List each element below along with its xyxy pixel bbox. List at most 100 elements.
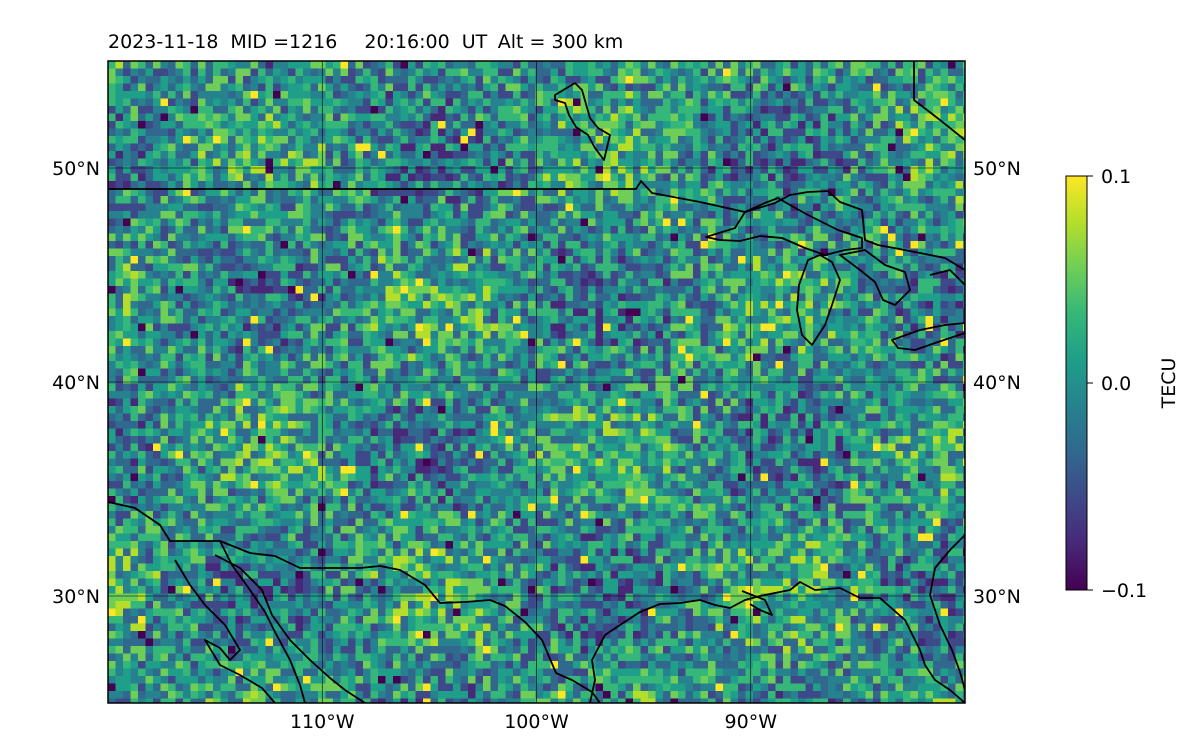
tec-cell xyxy=(618,151,626,159)
tec-cell xyxy=(925,338,934,347)
tec-cell xyxy=(228,226,236,234)
tec-cell xyxy=(678,181,686,189)
tec-cell xyxy=(228,166,236,174)
tec-cell xyxy=(183,323,191,332)
tec-cell xyxy=(325,331,334,339)
tec-cell xyxy=(670,308,679,317)
tec-cell xyxy=(153,361,161,369)
tec-cell xyxy=(355,128,364,137)
tec-cell xyxy=(925,188,934,197)
tec-cell xyxy=(475,181,484,189)
tec-cell xyxy=(228,233,236,242)
tec-cell xyxy=(370,316,379,324)
tec-cell xyxy=(678,106,686,114)
tec-cell xyxy=(348,173,356,182)
tec-cell xyxy=(798,368,806,377)
tec-cell xyxy=(610,211,619,219)
tec-cell xyxy=(220,233,229,242)
tec-cell xyxy=(168,136,176,144)
tec-cell xyxy=(625,368,634,377)
tec-cell xyxy=(873,68,881,77)
tec-cell xyxy=(213,271,221,279)
tec-cell xyxy=(415,143,424,152)
tec-cell xyxy=(145,76,154,84)
tec-cell xyxy=(798,338,806,347)
tec-cell xyxy=(895,76,904,84)
tec-cell xyxy=(423,263,431,272)
tec-cell xyxy=(565,61,574,69)
tec-cell xyxy=(888,61,896,69)
tec-cell xyxy=(310,91,319,99)
tec-cell xyxy=(813,128,821,137)
tec-cell xyxy=(393,323,401,332)
tec-cell xyxy=(843,233,851,242)
tec-cell xyxy=(745,323,754,332)
tec-cell xyxy=(835,76,844,84)
tec-cell xyxy=(130,316,139,324)
tec-cell xyxy=(243,136,251,144)
tec-cell xyxy=(310,173,319,182)
tec-cell xyxy=(925,278,934,287)
tec-cell xyxy=(310,271,319,279)
tec-cell xyxy=(460,196,469,204)
tec-cell xyxy=(258,263,266,272)
tec-cell xyxy=(715,128,724,137)
tec-cell xyxy=(385,166,394,174)
tec-cell xyxy=(708,121,716,129)
tec-cell xyxy=(760,218,769,227)
tec-cell xyxy=(670,331,679,339)
tec-cell xyxy=(618,308,626,317)
tec-cell xyxy=(580,293,589,302)
tec-cell xyxy=(850,218,859,227)
tec-cell xyxy=(273,301,281,309)
tec-cell xyxy=(603,61,611,69)
tec-cell xyxy=(663,368,671,377)
tec-cell xyxy=(895,233,904,242)
tec-cell xyxy=(783,91,791,99)
tec-cell xyxy=(235,68,244,77)
tec-cell xyxy=(123,196,131,204)
tec-cell xyxy=(603,263,611,272)
tec-cell xyxy=(603,83,611,92)
tec-cell xyxy=(445,308,454,317)
tec-cell xyxy=(340,188,349,197)
tec-cell xyxy=(363,151,371,159)
tec-cell xyxy=(115,68,124,77)
tec-cell xyxy=(220,331,229,339)
tec-cell xyxy=(378,376,386,384)
tec-cell xyxy=(640,316,649,324)
tec-cell xyxy=(813,143,821,152)
tec-cell xyxy=(400,263,409,272)
tec-cell xyxy=(475,83,484,92)
tec-cell xyxy=(138,136,146,144)
tec-cell xyxy=(205,211,214,219)
tec-cell xyxy=(933,196,941,204)
tec-cell xyxy=(715,256,724,264)
tec-cell xyxy=(550,68,559,77)
tec-cell xyxy=(888,76,896,84)
tec-cell xyxy=(663,376,671,384)
tec-cell xyxy=(190,173,199,182)
tec-cell xyxy=(625,166,634,174)
tec-cell xyxy=(490,226,499,234)
tec-cell xyxy=(325,263,334,272)
tec-cell xyxy=(288,113,296,122)
tec-cell xyxy=(775,91,784,99)
tec-cell xyxy=(340,83,349,92)
tec-cell xyxy=(438,181,446,189)
tec-cell xyxy=(153,203,161,212)
tec-cell xyxy=(250,76,259,84)
tec-cell xyxy=(453,301,461,309)
tec-cell xyxy=(370,263,379,272)
tec-cell xyxy=(670,158,679,167)
tec-cell xyxy=(288,196,296,204)
tec-cell xyxy=(618,256,626,264)
tec-cell xyxy=(408,293,416,302)
tec-cell xyxy=(948,98,956,107)
tec-cell xyxy=(460,203,469,212)
tec-cell xyxy=(618,98,626,107)
tec-cell xyxy=(483,376,491,384)
tec-cell xyxy=(198,76,206,84)
tec-cell xyxy=(580,121,589,129)
